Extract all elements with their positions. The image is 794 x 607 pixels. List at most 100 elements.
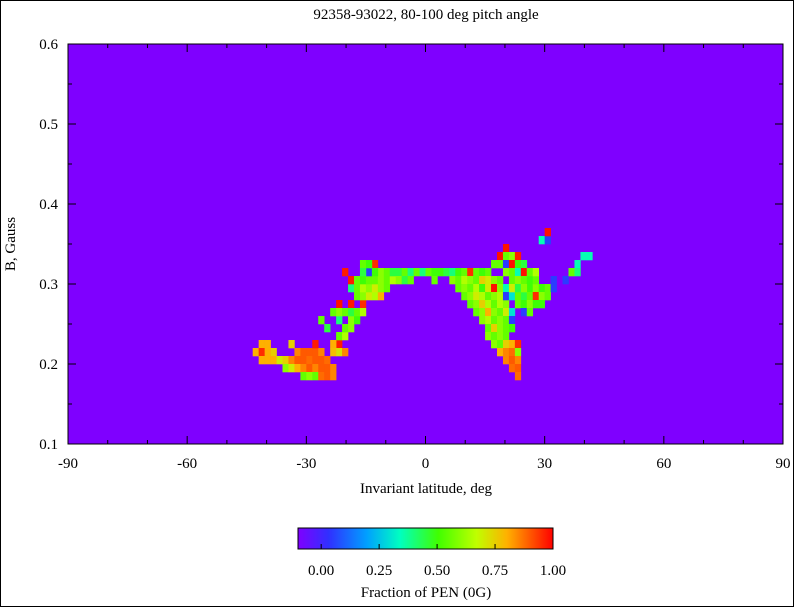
heatmap-cell-83 [389,276,397,285]
heatmap-cell-208 [544,284,551,293]
heatmap-cell-93 [371,268,379,277]
heatmap-cell-140 [479,300,486,309]
heatmap-cell-116 [467,276,474,285]
heatmap-cell-73 [377,284,385,293]
heatmap-cell-114 [455,276,462,285]
heatmap-cell-101 [401,276,408,285]
heatmap-cell-59 [342,308,349,317]
heatmap-cell-9 [276,356,283,365]
heatmap-cell-127 [485,284,492,293]
heatmap-cell-61 [354,308,361,317]
heatmap-cell-129 [497,284,504,293]
heatmap-cell-146 [479,308,486,317]
heatmap-cell-17 [288,356,295,365]
heatmap-cell-90 [395,268,402,277]
heatmap-cell-131 [461,292,468,301]
heatmap-cell-153 [485,316,492,325]
heatmap-cell-125 [473,284,480,293]
heatmap-cell-235 [586,252,593,261]
heatmap-cell-198 [514,276,522,285]
heatmap-cell-194 [508,268,516,277]
heatmap-cell-113 [449,276,456,285]
heatmap-cell-28 [306,364,313,373]
heatmap-cell-161 [502,324,510,333]
heatmap-cell-31 [324,364,331,373]
y-tick-label: 0.5 [39,117,58,133]
heatmap-cell-181 [514,372,522,381]
heatmap-cell-12 [300,348,307,357]
heatmap-cell-5 [270,348,277,357]
heatmap-cell-66 [365,292,373,301]
heatmap-cell-152 [479,316,486,325]
heatmap-cell-162 [508,324,516,333]
heatmap-cell-201 [502,292,510,301]
heatmap-cell-191 [514,260,522,269]
heatmap-cell-103 [431,276,438,285]
heatmap-cell-0 [258,340,265,349]
heatmap-cell-234 [580,252,587,261]
heatmap-cell-226 [532,268,540,277]
heatmap-cell-227 [538,236,545,245]
heatmap-cell-151 [508,308,516,317]
x-tick-label: 30 [537,456,552,472]
heatmap-cell-7 [264,356,271,365]
y-tick-label: 0.1 [39,437,58,453]
heatmap-cell-25 [288,364,295,373]
heatmap-cell-102 [407,276,414,285]
y-tick-label: 0.3 [39,277,58,293]
heatmap-cell-105 [443,268,450,277]
heatmap-cell-15 [318,348,325,357]
heatmap-cell-134 [479,292,486,301]
heatmap-cell-229 [544,228,551,237]
heatmap-cell-176 [502,356,510,365]
heatmap-cell-133 [473,292,480,301]
heatmap-cell-193 [502,268,510,277]
heatmap-cell-173 [502,348,510,357]
heatmap-cell-219 [544,292,551,301]
heatmap-cell-233 [574,268,581,277]
heatmap-cell-110 [473,268,480,277]
colorbar-ticks: 0.00 0.25 0.50 0.75 1.00 [308,544,566,579]
heatmap-cell-118 [479,276,486,285]
heatmap-cell-157 [508,316,516,325]
heatmap-cell-144 [502,300,510,309]
heatmap-cell-115 [461,276,468,285]
heatmap-cell-52 [348,316,355,325]
heatmap-cell-4 [264,348,271,357]
heatmap-cell-38 [330,372,337,381]
heatmap-cell-169 [502,340,510,349]
heatmap-cell-142 [491,300,498,309]
heatmap-cell-200 [526,276,534,285]
heatmap-cell-37 [324,372,331,381]
heatmap-cell-211 [514,284,522,293]
heatmap-cell-224 [526,308,534,317]
colorbar-tick-label: 0.25 [366,563,392,579]
heatmap-cell-78 [359,276,367,285]
heatmap-cell-40 [336,340,343,349]
heatmap-cell-215 [520,300,528,309]
heatmap-cell-42 [330,348,337,357]
heatmap-cell-35 [312,372,319,381]
heatmap-cell-130 [502,284,510,293]
heatmap-cell-10 [288,340,295,349]
heatmap-cell-112 [485,268,492,277]
y-tick-label: 0.4 [39,197,58,213]
heatmap-cell-76 [348,276,355,285]
heatmap-cell-88 [383,268,391,277]
y-tick-label: 0.2 [39,357,58,373]
heatmap-cell-189 [502,260,510,269]
heatmap-cell-14 [312,348,319,357]
heatmap-cell-57 [330,308,337,317]
heatmap-cell-213 [532,276,540,285]
heatmap-cell-32 [330,364,337,373]
heatmap-cell-190 [508,260,516,269]
heatmap-cell-180 [514,364,522,373]
heatmap-cell-170 [508,340,516,349]
x-tick-label: 0 [422,456,430,472]
heatmap-cell-44 [342,348,349,357]
heatmap-cell-97 [419,268,426,277]
heatmap-cell-11 [294,348,301,357]
heatmap-cell-68 [377,292,385,301]
colorbar-tick-label: 1.00 [540,563,566,579]
